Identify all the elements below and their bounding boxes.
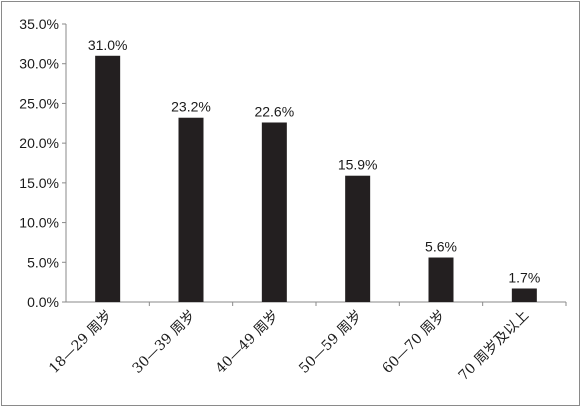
data-label: 31.0% (88, 37, 128, 53)
x-axis-labels-group: 18—29 周岁 30—39 周岁 40—49 周岁 50—59 周岁 60—70 周岁… (46, 308, 532, 385)
bar (428, 257, 454, 302)
data-label: 23.2% (171, 99, 211, 115)
y-tick-label: 15.0% (19, 175, 59, 191)
bar (511, 288, 537, 302)
x-category-label: 70 周岁及以上 (456, 308, 533, 385)
data-label: 15.9% (338, 157, 378, 173)
x-category-label: 18—29 周岁 (46, 308, 115, 377)
data-label: 22.6% (254, 103, 294, 119)
y-tick-label: 0.0% (27, 294, 59, 310)
y-tick-label: 10.0% (19, 215, 59, 231)
x-category-label: 30—39 周岁 (129, 308, 198, 377)
bars-group (95, 55, 537, 303)
data-label: 5.6% (425, 239, 457, 255)
x-category-label: 50—59 周岁 (296, 308, 365, 377)
data-label: 1.7% (508, 269, 540, 285)
y-tick-label: 30.0% (19, 56, 59, 72)
y-tick-label: 20.0% (19, 135, 59, 151)
chart-axes (65, 24, 567, 306)
bar (261, 122, 287, 303)
y-axis-ticks: 0.0% 5.0% 10.0% 15.0% 20.0% 25.0% 30.0% 35.0% (19, 16, 66, 310)
bar (178, 117, 204, 303)
y-tick-label: 25.0% (19, 95, 59, 111)
y-tick-label: 35.0% (19, 16, 59, 32)
data-labels-group: 31.0% 23.2% 22.6% 15.9% 5.6% 1.7% (88, 37, 540, 286)
x-category-label: 40—49 周岁 (213, 308, 282, 377)
bar (95, 55, 121, 303)
x-category-label: 60—70 周岁 (379, 308, 448, 377)
bar (345, 175, 371, 302)
y-tick-label: 5.0% (27, 254, 59, 270)
